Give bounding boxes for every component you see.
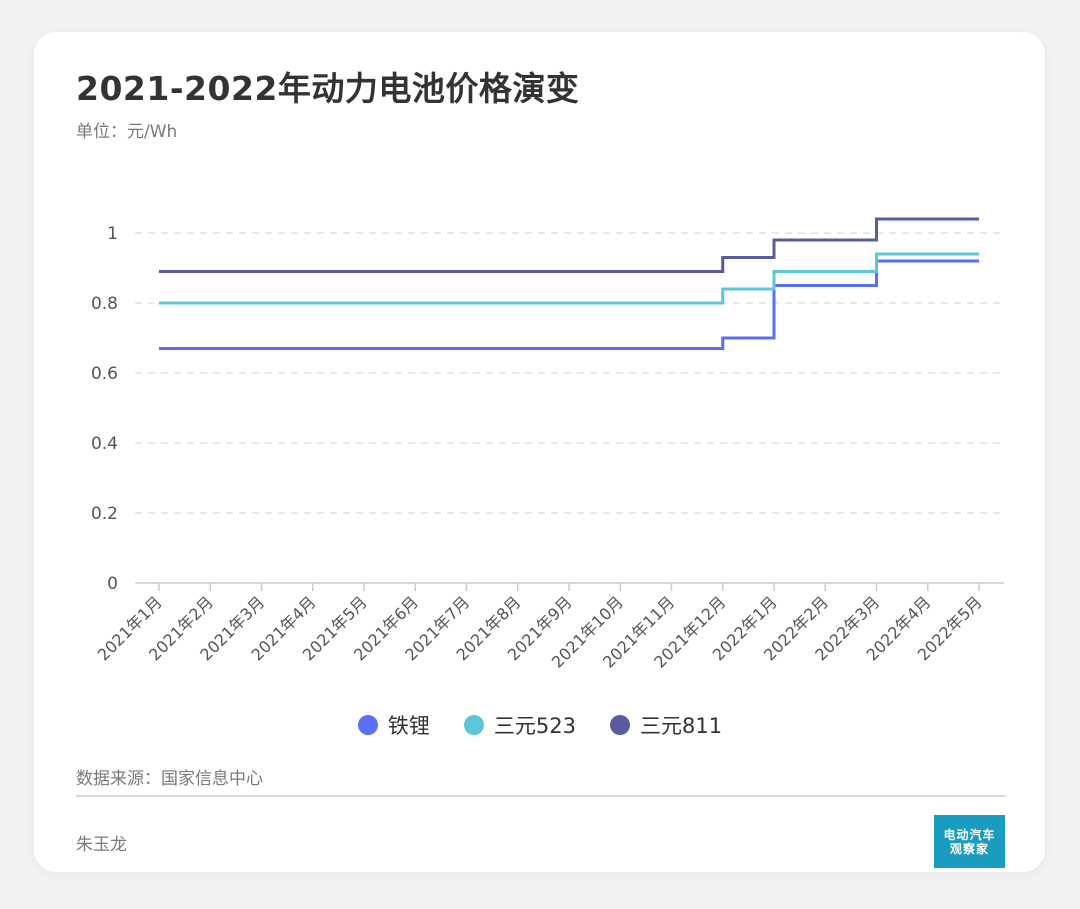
legend-marker-icon [610, 715, 630, 735]
series-line-1 [159, 252, 979, 305]
legend-label: 铁锂 [387, 714, 430, 738]
chart-title: 2021-2022年动力电池价格演变 [76, 69, 580, 108]
y-tick-label: 0.4 [91, 434, 118, 454]
chart-card [34, 32, 1045, 872]
y-tick-label: 0.8 [91, 294, 118, 314]
y-tick-label: 0 [107, 574, 118, 594]
logo-line: 电动汽车 [943, 827, 996, 842]
legend-item-ncm523[interactable]: 三元523 [463, 710, 576, 740]
legend-item-ncm811[interactable]: 三元811 [610, 710, 722, 740]
logo-line: 观察家 [949, 841, 989, 856]
brand-logo: 电动汽车 观察家 [934, 815, 1005, 868]
unit-label: 单位：元/Wh [76, 122, 178, 142]
author-name: 朱玉龙 [76, 835, 127, 855]
legend-label: 三元811 [640, 714, 723, 738]
y-tick-label: 0.2 [91, 504, 118, 524]
legend-item-lfp[interactable]: 铁锂 [357, 710, 430, 740]
y-tick-label: 0.6 [91, 364, 118, 384]
series-line-0 [159, 259, 979, 350]
series-line-2 [159, 217, 979, 273]
footer-divider [76, 795, 1005, 797]
legend-label: 三元523 [493, 714, 576, 738]
legend-marker-icon [463, 715, 484, 735]
chart-plot: 00.20.40.60.812021年1月2021年2月2021年3月2021年… [91, 217, 1004, 672]
y-tick-label: 1 [107, 224, 118, 244]
legend-marker-icon [357, 715, 378, 735]
data-source: 数据来源：国家信息中心 [76, 769, 263, 789]
legend: 铁锂 三元523 三元811 [0, 710, 1080, 740]
